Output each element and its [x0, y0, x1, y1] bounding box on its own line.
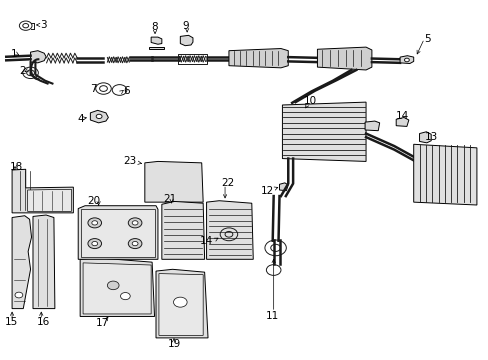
Circle shape [132, 242, 138, 246]
Circle shape [173, 297, 187, 307]
Text: 21: 21 [163, 194, 176, 203]
Polygon shape [279, 183, 287, 191]
Text: 23: 23 [123, 156, 136, 166]
Circle shape [128, 239, 142, 249]
Circle shape [88, 239, 102, 249]
Text: 4: 4 [77, 114, 84, 124]
Polygon shape [399, 56, 413, 64]
Polygon shape [33, 215, 55, 309]
Text: 16: 16 [36, 317, 50, 327]
Polygon shape [12, 216, 31, 309]
Polygon shape [365, 121, 379, 131]
Circle shape [88, 218, 102, 228]
Circle shape [92, 221, 98, 225]
Polygon shape [151, 37, 162, 44]
Polygon shape [162, 202, 204, 259]
Text: 10: 10 [303, 96, 316, 107]
Polygon shape [159, 274, 203, 336]
Circle shape [132, 221, 138, 225]
Polygon shape [180, 35, 193, 46]
Text: 5: 5 [424, 33, 430, 44]
Polygon shape [149, 47, 163, 49]
Circle shape [15, 292, 23, 298]
Text: 6: 6 [122, 86, 129, 96]
Text: 17: 17 [96, 318, 109, 328]
Circle shape [120, 293, 130, 300]
Polygon shape [228, 49, 287, 68]
Polygon shape [144, 161, 203, 202]
Text: 7: 7 [90, 84, 97, 94]
Text: 22: 22 [221, 178, 234, 188]
Text: 13: 13 [424, 132, 437, 142]
Text: 2: 2 [19, 66, 26, 76]
Text: 14: 14 [395, 111, 408, 121]
Polygon shape [282, 102, 366, 161]
Polygon shape [419, 132, 430, 143]
Polygon shape [90, 111, 108, 123]
Polygon shape [206, 201, 253, 259]
Polygon shape [80, 258, 154, 316]
Ellipse shape [162, 173, 185, 192]
Polygon shape [395, 117, 408, 126]
Text: 9: 9 [183, 21, 189, 31]
Polygon shape [81, 208, 154, 257]
Circle shape [128, 218, 142, 228]
Text: 1: 1 [11, 49, 18, 59]
Text: 15: 15 [5, 317, 19, 327]
Text: 12: 12 [260, 186, 273, 196]
Text: 11: 11 [265, 311, 279, 321]
Polygon shape [12, 169, 73, 213]
Polygon shape [30, 51, 46, 63]
Text: 14: 14 [199, 237, 212, 247]
Text: 18: 18 [10, 162, 23, 172]
Text: 19: 19 [167, 339, 180, 348]
Circle shape [92, 242, 98, 246]
Circle shape [96, 114, 102, 118]
Polygon shape [156, 269, 207, 338]
Polygon shape [83, 263, 151, 314]
Circle shape [107, 281, 119, 290]
Polygon shape [317, 47, 371, 70]
Polygon shape [78, 206, 158, 259]
Circle shape [404, 58, 408, 62]
Polygon shape [413, 144, 476, 205]
Text: 20: 20 [87, 197, 100, 206]
Text: 8: 8 [150, 22, 157, 32]
Text: 3: 3 [40, 20, 47, 30]
Polygon shape [28, 189, 71, 211]
